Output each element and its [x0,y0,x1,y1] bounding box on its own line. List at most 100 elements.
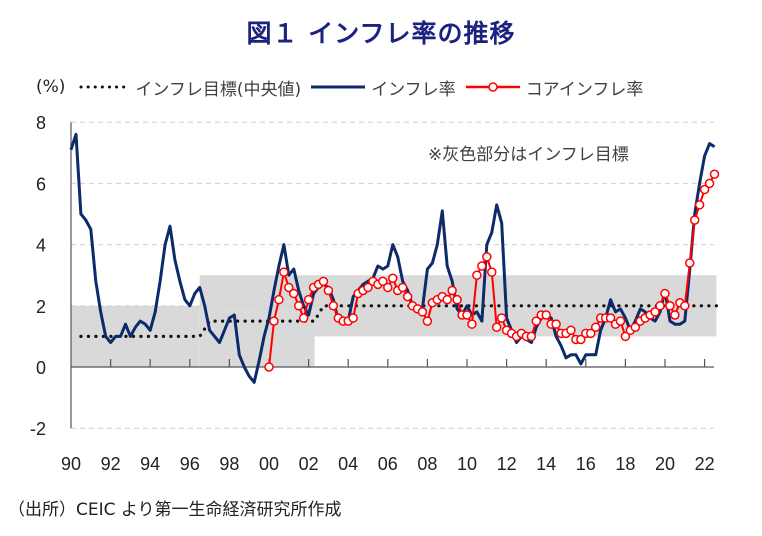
series-point-core [298,313,309,323]
x-tick-label: 00 [259,454,279,474]
series-point-core [685,258,695,268]
series-point-core [586,328,596,339]
x-tick-label: 96 [180,454,200,474]
legend-item-core: コアインフレ率 [464,75,644,100]
series-point-core [566,325,576,336]
x-tick-label: 18 [615,454,635,474]
series-point-core [447,285,457,296]
series-point-core [531,316,542,326]
x-tick-label: 94 [140,454,160,474]
series-point-core [274,294,284,305]
series-group [69,132,722,384]
series-point-core [605,313,616,323]
series-point-core [264,362,274,372]
legend: (%) インフレ目標(中央値) インフレ率 コアインフレ率 [36,75,651,100]
series-point-core [442,294,452,305]
x-tick-label: 90 [61,454,81,474]
series-point-core [348,313,358,323]
legend-item-target: インフレ目標(中央値) [79,75,301,100]
series-point-core [328,301,339,311]
solid-line-icon [311,85,366,89]
source-footer: （出所）CEIC より第一生命経済研究所作成 [8,500,342,520]
series-point-core [615,316,626,326]
series-point-core [289,288,299,299]
series-point-core [462,310,472,320]
x-tick-label: 02 [299,454,319,474]
series-point-core [422,316,433,326]
series-point-core [397,282,408,293]
y-unit-label: (%) [36,77,66,97]
y-tick-label: -2 [30,419,46,439]
series-point-core [482,252,492,262]
x-tick-label: 08 [417,454,437,474]
x-tick-label: 04 [338,454,358,474]
y-tick-label: 6 [36,174,46,194]
x-tick-label: 98 [219,454,239,474]
series-point-core [323,285,334,296]
series-point-core [467,319,477,329]
y-tick-label: 0 [36,358,46,378]
series-point-core [650,307,660,317]
series-point-core [318,276,329,287]
series-point-core [279,267,289,277]
series-point-core [630,322,641,332]
series-point-core [452,294,462,305]
gridlines [71,121,714,429]
series-point-core [699,184,710,195]
x-tick-label: 22 [695,454,715,474]
series-point-core [496,313,507,323]
x-tick-label: 12 [497,454,517,474]
series-point-core [363,282,373,293]
series-point-core [383,282,393,293]
x-tick-label: 16 [576,454,596,474]
legend-label-core: コアインフレ率 [525,79,644,100]
marker-line-icon [465,82,520,92]
legend-label-headline: インフレ率 [371,79,456,100]
series-point-core [402,291,413,302]
series-point-core [689,215,700,225]
series-point-core [269,316,279,326]
series-point-core [590,322,601,332]
series-point-core [472,270,482,280]
series-point-core [620,331,631,342]
series-point-core [670,310,680,320]
series-point-core [541,310,551,320]
y-tick-label: 8 [36,113,46,133]
series-point-core [293,301,304,311]
series-line-headline [69,132,716,384]
series-point-core [477,261,487,271]
x-tick-label: 06 [378,454,398,474]
axes [70,122,714,429]
series-point-core [665,301,675,311]
series-point-core [709,169,720,179]
x-tick-label: 92 [101,454,121,474]
series-point-core [576,334,586,345]
series-point-core [491,322,502,332]
legend-label-target: インフレ目標(中央値) [135,79,302,100]
y-tick-label: 4 [36,236,46,256]
series-point-core [487,267,497,277]
series-point-core [526,331,537,342]
series-point-core [551,319,561,329]
y-tick-labels: 8 6 4 2 0 -2 [30,113,46,439]
chart-title: 図１ インフレ率の推移 [246,19,516,48]
series-point-core [704,178,715,189]
series-point-core [694,200,705,210]
series-point-core [378,276,388,287]
series-point-core [417,307,428,317]
series-point-core [284,282,294,293]
annotation-note: ※灰色部分はインフレ目標 [428,145,629,165]
target-band-segment [71,305,200,367]
x-tick-label: 20 [655,454,675,474]
series-point-core [655,301,665,311]
y-tick-label: 2 [36,297,46,317]
series-point-core [388,273,398,284]
series-point-core [303,294,314,305]
series-line-target [79,304,722,338]
legend-item-headline: インフレ率 [309,75,456,100]
dotted-line-icon [79,85,131,89]
x-tick-label: 10 [457,454,477,474]
x-tick-labels: 90 92 94 96 98 00 02 04 06 08 10 12 14 16 18 20 22 [61,454,715,474]
series-point-core [680,301,690,311]
